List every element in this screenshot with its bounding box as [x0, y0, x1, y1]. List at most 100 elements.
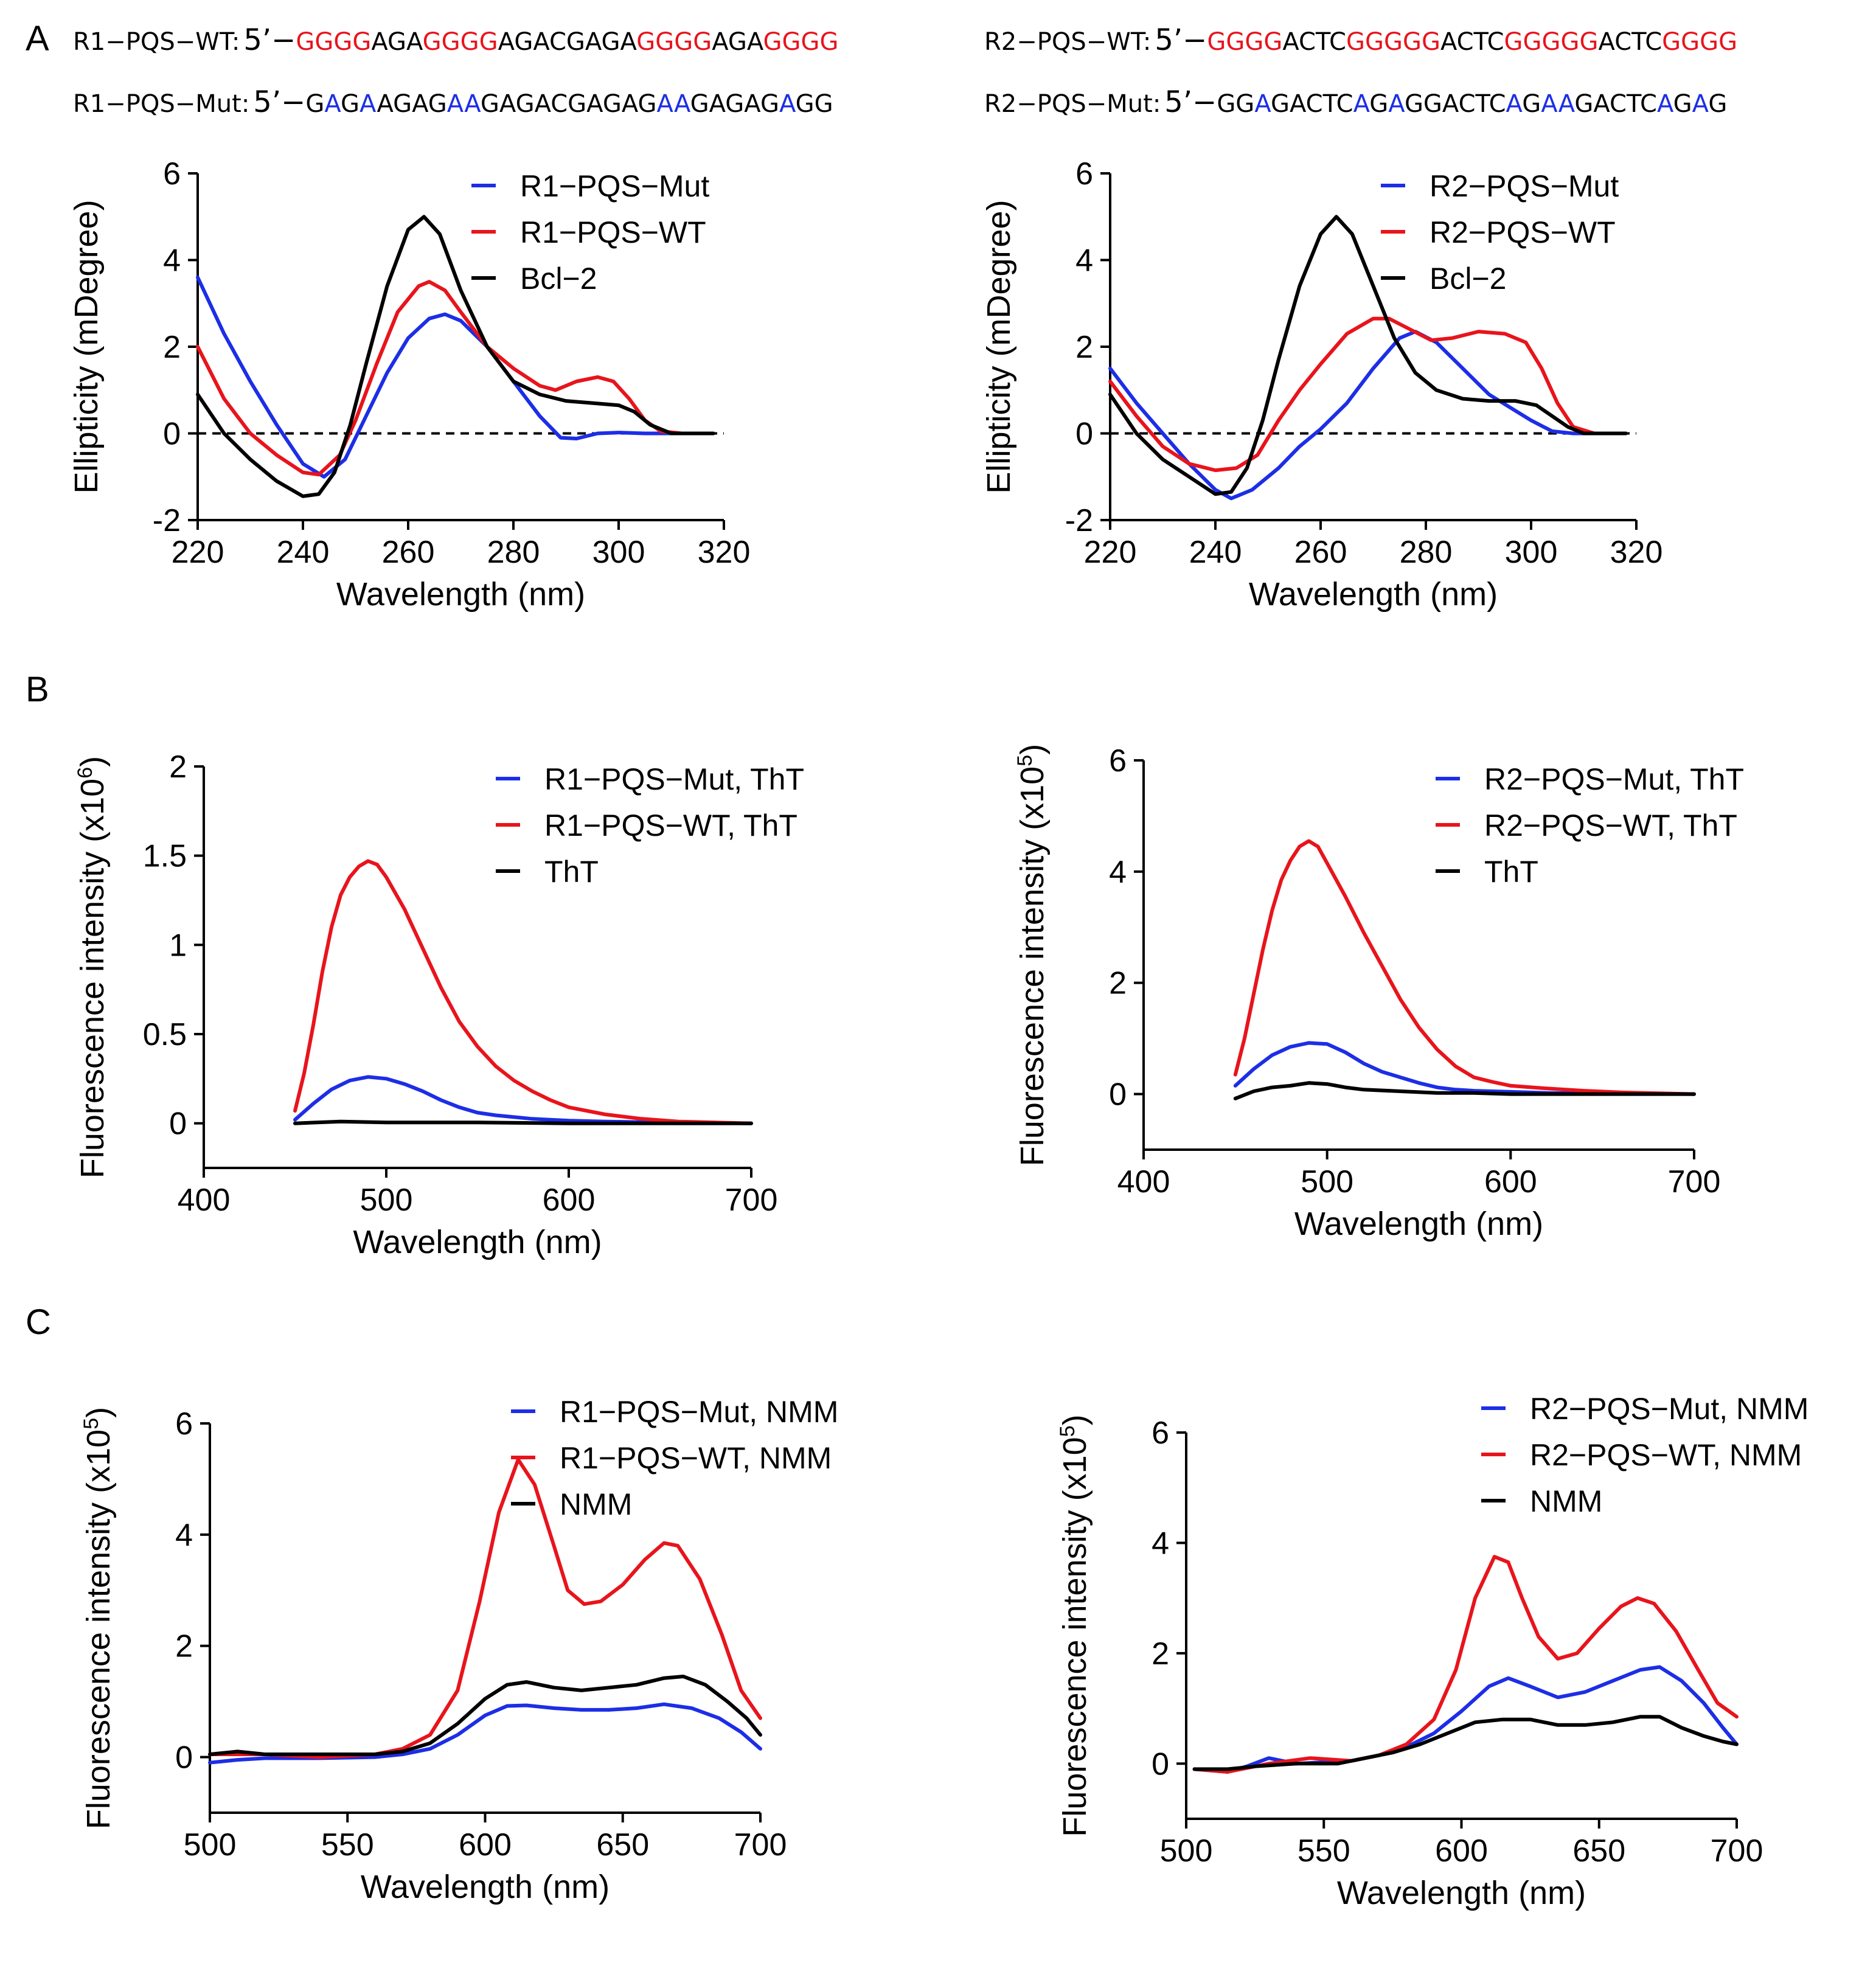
x-tick-label: 600 — [1435, 1833, 1488, 1869]
sequence-segment: GACTC — [1574, 90, 1657, 118]
y-tick-label: 4 — [163, 243, 181, 279]
legend-label: Bcl−2 — [1430, 262, 1506, 296]
x-tick-label: 280 — [487, 535, 540, 570]
x-tick-label: 600 — [543, 1183, 596, 1218]
y-tick-label: -2 — [153, 503, 181, 538]
x-tick-label: 220 — [1084, 535, 1137, 570]
y-tick-label: 0 — [163, 417, 181, 452]
sequence-segment: A — [324, 90, 341, 118]
x-tick-label: 300 — [592, 535, 645, 570]
sequence-segment: A — [1656, 90, 1673, 118]
x-tick-label: 220 — [172, 535, 224, 570]
y-tick-label: 1.5 — [143, 839, 187, 874]
y-tick-label: 0 — [169, 1106, 187, 1142]
series-line-blue — [293, 1075, 753, 1125]
sequence-segment: GGGG — [296, 28, 372, 56]
legend-label: R2−PQS−WT, ThT — [1484, 808, 1737, 842]
sequence-segment: G — [1673, 90, 1692, 118]
sequence-segment: AA — [1541, 90, 1575, 118]
sequence-label: R1−PQS−WT: — [73, 28, 240, 56]
x-axis-label: Wavelength (nm) — [1294, 1206, 1543, 1242]
y-tick-label: 4 — [175, 1518, 193, 1553]
x-tick-label: 700 — [734, 1827, 787, 1863]
sequence-prefix: 5’− — [243, 23, 296, 57]
sequence-segment: G — [1522, 90, 1541, 118]
legend-label: R1−PQS−Mut, NMM — [560, 1395, 838, 1429]
y-axis-label-exponent: 5 — [80, 1418, 103, 1429]
y-axis-label-text: Fluorescence intensity (x10 — [74, 779, 111, 1178]
y-axis-label-end: ) — [80, 1407, 117, 1418]
sequence-segment: AA — [656, 90, 690, 118]
y-tick-label: 6 — [1075, 156, 1093, 192]
series-line-black — [293, 1119, 753, 1125]
x-tick-label: 500 — [184, 1827, 237, 1863]
x-axis-label: Wavelength (nm) — [336, 576, 585, 613]
series-line-black — [1108, 215, 1628, 496]
legend-label: NMM — [1530, 1484, 1602, 1518]
x-axis-label: Wavelength (nm) — [1337, 1875, 1586, 1911]
sequence-segment: GGGG — [1662, 28, 1738, 56]
x-tick-label: 260 — [1294, 535, 1347, 570]
y-axis-label-end: ) — [1014, 744, 1051, 755]
sequence-segment: ACTC — [1598, 28, 1662, 56]
sequence-segment: A — [779, 90, 796, 118]
series-line-black — [196, 215, 715, 498]
sequence-segment: GG — [795, 90, 833, 118]
y-tick-label: 2 — [1075, 330, 1093, 365]
series-line-red — [1192, 1555, 1739, 1774]
x-tick-label: 550 — [321, 1827, 374, 1863]
y-axis-label-text: Fluorescence intensity (x10 — [1057, 1437, 1093, 1836]
y-tick-label: 4 — [1152, 1526, 1169, 1561]
sequence-segment: G — [1708, 90, 1728, 118]
y-tick-label: 6 — [163, 156, 181, 192]
y-tick-label: 0.5 — [143, 1017, 187, 1052]
sequence-label: R2−PQS−WT: — [984, 28, 1152, 56]
series-line-blue — [1192, 1665, 1739, 1774]
x-axis-label: Wavelength (nm) — [353, 1224, 602, 1260]
y-tick-label: 4 — [1075, 243, 1093, 279]
y-tick-label: 2 — [175, 1629, 193, 1664]
sequence-segment: A — [1353, 90, 1370, 118]
y-axis-label-text: Fluorescence intensity (x10 — [1014, 766, 1051, 1166]
sequence-segment: A — [1388, 90, 1405, 118]
series-line-red — [208, 1457, 762, 1759]
y-tick-label: 0 — [1152, 1746, 1169, 1782]
series-line-red — [1233, 839, 1696, 1096]
sequence-segment: GGACTC — [1404, 90, 1506, 118]
y-tick-label: 0 — [175, 1740, 193, 1776]
y-axis-label-exponent: 5 — [1013, 755, 1037, 766]
y-tick-label: 4 — [1109, 855, 1127, 890]
x-tick-label: 240 — [1189, 535, 1242, 570]
legend-label: Bcl−2 — [520, 262, 597, 296]
y-axis-label: Fluorescence intensity (x105) — [80, 1407, 117, 1829]
y-axis-label-end: ) — [1057, 1414, 1093, 1425]
sequence-segment: GGGG — [422, 28, 498, 56]
legend-label: R2−PQS−Mut, NMM — [1530, 1392, 1808, 1426]
legend-label: R2−PQS−WT, NMM — [1530, 1438, 1802, 1472]
series-line-black — [1192, 1715, 1739, 1771]
legend-label: R1−PQS−Mut, ThT — [544, 762, 804, 796]
sequence-segment: GGGG — [636, 28, 712, 56]
y-tick-label: 0 — [1109, 1077, 1127, 1113]
x-axis-label: Wavelength (nm) — [1249, 576, 1498, 613]
sequence-r2-wt: R2−PQS−WT: 5’−GGGGACTCGGGGGACTCGGGGGACTCG… — [984, 23, 1737, 57]
sequence-segment: ACTC — [1282, 28, 1346, 56]
x-tick-label: 260 — [382, 535, 435, 570]
y-tick-label: 2 — [169, 749, 187, 785]
sequence-prefix: 5’− — [1155, 23, 1207, 57]
x-tick-label: 700 — [1711, 1833, 1763, 1869]
y-axis-label: Fluorescence intensity (x106) — [74, 756, 111, 1178]
sequence-label: R1−PQS−Mut: — [73, 90, 250, 118]
sequence-segment: AGAG — [377, 90, 447, 118]
y-axis-label-exponent: 6 — [74, 767, 97, 779]
legend-label: NMM — [560, 1487, 632, 1521]
sequence-label: R2−PQS−Mut: — [984, 90, 1161, 118]
legend-label: R1−PQS−Mut — [520, 169, 709, 203]
y-axis-label-text: Ellipticity (mDegree) — [68, 200, 105, 493]
x-tick-label: 500 — [360, 1183, 413, 1218]
panel-letter-b: B — [26, 670, 49, 709]
sequence-segment: G — [1369, 90, 1389, 118]
y-tick-label: 1 — [169, 928, 187, 963]
x-tick-label: 600 — [1484, 1164, 1537, 1200]
